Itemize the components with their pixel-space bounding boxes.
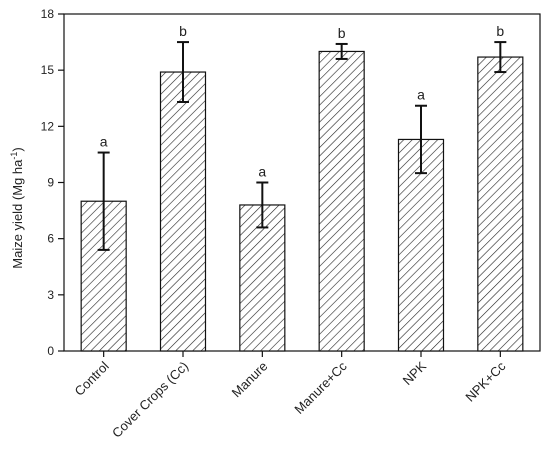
y-tick-label: 6 — [47, 232, 54, 246]
significance-label: b — [179, 23, 187, 39]
significance-label: a — [100, 134, 108, 150]
y-tick-label: 15 — [41, 63, 55, 77]
significance-label: a — [258, 164, 266, 180]
significance-label: a — [417, 87, 425, 103]
y-axis: 0 3 6 9 12 15 18 — [41, 7, 64, 358]
bar — [239, 204, 286, 352]
plot-frame — [63, 13, 541, 352]
bar — [318, 50, 365, 352]
category-label: NPK — [400, 358, 430, 388]
category-label: Manure — [229, 359, 271, 401]
y-tick-label: 0 — [47, 344, 54, 358]
y-tick-label: 3 — [47, 288, 54, 302]
plot-area — [63, 13, 541, 352]
category-label: NPK+Cc — [462, 358, 508, 404]
bar — [159, 71, 207, 352]
category-label: Manure+Cc — [291, 358, 350, 417]
significance-label: b — [496, 23, 504, 39]
significance-labels: a b a b a b — [100, 23, 505, 179]
y-tick-label: 9 — [47, 176, 54, 190]
y-tick-label: 18 — [41, 7, 55, 21]
error-bars-group — [97, 41, 507, 251]
y-tick-label: 12 — [41, 119, 55, 133]
bars-group — [80, 50, 524, 352]
significance-label: b — [338, 25, 346, 41]
category-label: Cover Crops (Cc) — [109, 359, 191, 441]
y-axis-title: Maize yield (Mg ha-1) — [9, 147, 25, 268]
category-label: Control — [72, 358, 112, 398]
bar — [477, 56, 524, 352]
bar — [397, 138, 445, 352]
